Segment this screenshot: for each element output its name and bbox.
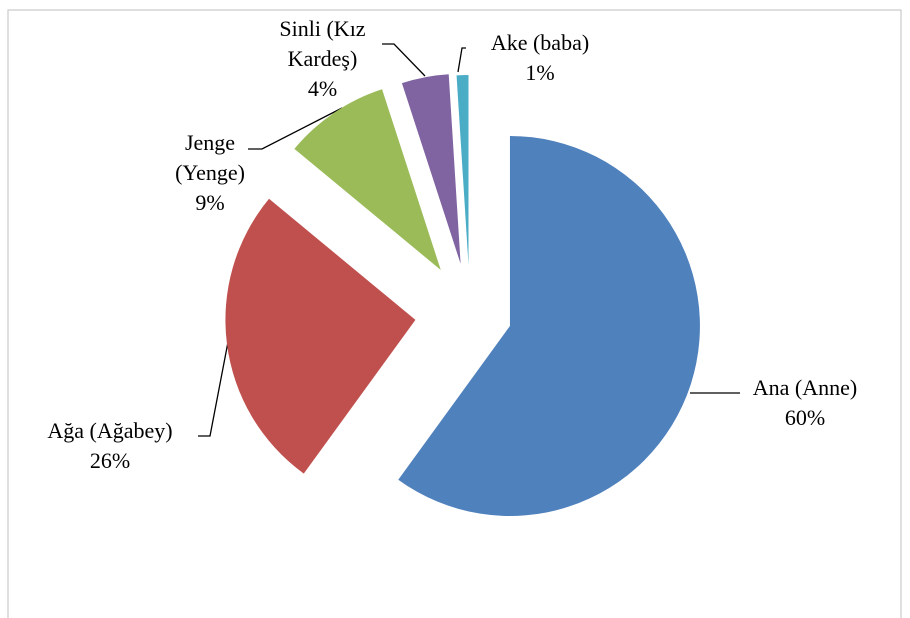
category-label: Ana (Anne)	[752, 375, 858, 400]
pie-slice	[225, 198, 416, 474]
label-box: Ana (Anne) 60%	[705, 373, 905, 433]
value-label: 9%	[195, 190, 225, 215]
chart-border	[7, 9, 902, 618]
label-box: Jenge (Yenge) 9%	[155, 128, 265, 218]
leader-line	[248, 107, 343, 150]
label-box: Ake (baba) 1%	[440, 28, 640, 88]
slice-label: Ana (Anne) 60%	[705, 373, 905, 433]
category-label: Ağa (Ağabey)	[47, 418, 173, 443]
category-label: Sinli (Kız Kardeş)	[279, 16, 366, 71]
pie-slice	[294, 89, 441, 270]
slice-label: Ake (baba) 1%	[440, 28, 640, 88]
value-label: 26%	[89, 448, 131, 473]
pie-slice	[456, 75, 469, 266]
label-box: Ağa (Ağabey) 26%	[10, 416, 210, 476]
leader-line	[198, 341, 229, 437]
value-label: 60%	[784, 405, 826, 430]
category-label: Jenge (Yenge)	[175, 130, 245, 185]
value-label: 1%	[525, 60, 555, 85]
value-label: 4%	[307, 76, 338, 101]
leader-line	[457, 47, 466, 73]
slice-label: Jenge (Yenge) 9%	[155, 128, 265, 218]
label-box: Sinli (Kız Kardeş) 4%	[255, 14, 390, 104]
pie-slice	[401, 74, 461, 264]
category-label: Ake (baba)	[490, 30, 590, 55]
slice-label: Ağa (Ağabey) 26%	[10, 416, 210, 476]
slice-label: Sinli (Kız Kardeş) 4%	[255, 14, 390, 104]
pie-slice	[398, 135, 700, 516]
leader-line	[382, 43, 426, 77]
